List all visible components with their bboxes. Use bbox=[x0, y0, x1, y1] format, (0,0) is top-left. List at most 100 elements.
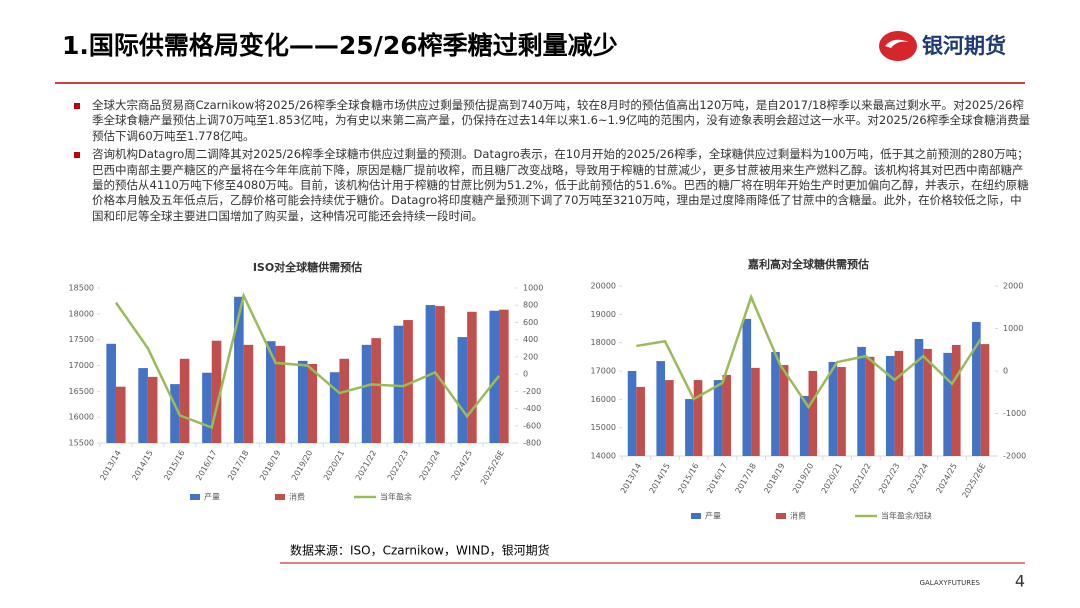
y-tick-label: 17000 bbox=[69, 361, 94, 370]
x-tick-label: 2019/20 bbox=[791, 462, 815, 495]
bar bbox=[943, 352, 952, 456]
footer-brand: GALAXYFUTURES bbox=[920, 579, 981, 587]
y-tick-label: 14000 bbox=[591, 452, 616, 461]
legend-label: 消费 bbox=[790, 511, 806, 521]
x-tick-label: 2018/19 bbox=[258, 449, 282, 482]
bar bbox=[147, 376, 158, 443]
bar bbox=[339, 358, 349, 443]
bar bbox=[243, 344, 254, 443]
bar bbox=[656, 361, 666, 456]
x-tick-label: 2017/18 bbox=[226, 449, 250, 482]
y-tick-label: 15500 bbox=[69, 439, 94, 448]
bar bbox=[923, 348, 932, 456]
bar bbox=[115, 386, 126, 443]
x-tick-label: 2024/25 bbox=[934, 462, 958, 495]
bar bbox=[138, 368, 148, 443]
bar bbox=[636, 386, 645, 456]
x-tick-label: 2016/17 bbox=[194, 449, 218, 482]
bar bbox=[799, 395, 809, 456]
x-tick-label: 2021/22 bbox=[354, 449, 378, 482]
bar bbox=[894, 350, 904, 456]
x-tick-label: 2020/21 bbox=[820, 462, 844, 495]
legend-swatch bbox=[776, 513, 786, 519]
y-tick-label: 18000 bbox=[591, 338, 616, 347]
bar bbox=[771, 352, 780, 456]
y2-tick-label: 1000 bbox=[523, 284, 543, 293]
bar bbox=[467, 311, 477, 443]
bar bbox=[435, 306, 445, 443]
y2-tick-label: 1000 bbox=[1003, 324, 1023, 333]
y-tick-label: 20000 bbox=[591, 282, 616, 291]
legend-label: 产量 bbox=[204, 492, 220, 502]
y2-tick-label: 0 bbox=[523, 370, 528, 379]
y2-tick-label: -1000 bbox=[1003, 409, 1026, 418]
bullet-list: 全球大宗商品贸易商Czarnikow将2025/26榨季全球食糖市场供应过剩量预… bbox=[72, 98, 1032, 227]
x-tick-label: 2015/16 bbox=[676, 462, 700, 495]
bar bbox=[808, 371, 818, 456]
y-tick-label: 16500 bbox=[69, 387, 94, 396]
logo-swoosh bbox=[885, 39, 909, 48]
bullet: 咨询机构Datagro周二调降其对2025/26榨季全球糖市供应过剩量的预测。D… bbox=[72, 147, 1032, 224]
y2-tick-label: -600 bbox=[523, 421, 541, 430]
bar bbox=[371, 338, 381, 443]
y2-tick-label: 600 bbox=[523, 318, 538, 327]
chart-title: 嘉利高对全球糖供需预估 bbox=[747, 257, 869, 271]
bar bbox=[685, 399, 694, 456]
legend-swatch bbox=[691, 513, 701, 519]
bar bbox=[828, 361, 838, 456]
source-note: 数据来源：ISO，Czarnikow，WIND，银河期货 bbox=[290, 543, 550, 558]
bar bbox=[457, 337, 468, 443]
legend-label: 当年盈余/短缺 bbox=[881, 511, 932, 521]
y-tick-label: 16000 bbox=[591, 395, 616, 404]
bar bbox=[234, 296, 244, 443]
y-tick-label: 16000 bbox=[69, 413, 94, 422]
bar bbox=[857, 346, 866, 456]
x-tick-label: 2022/23 bbox=[386, 449, 410, 482]
bar bbox=[627, 371, 637, 456]
bar bbox=[665, 380, 674, 456]
chart-title: ISO对全球糖供需预估 bbox=[253, 260, 362, 274]
bar bbox=[951, 344, 961, 456]
y2-tick-label: -800 bbox=[523, 439, 541, 448]
logo-text: 银河期货 bbox=[922, 34, 1006, 58]
bullet: 全球大宗商品贸易商Czarnikow将2025/26榨季全球食糖市场供应过剩量预… bbox=[72, 98, 1032, 144]
legend-swatch bbox=[190, 494, 200, 500]
y2-tick-label: -200 bbox=[523, 387, 541, 396]
x-tick-label: 2022/23 bbox=[877, 462, 901, 495]
x-tick-label: 2013/14 bbox=[619, 462, 643, 495]
bar bbox=[329, 372, 340, 443]
x-tick-label: 2023/24 bbox=[906, 462, 930, 495]
bar bbox=[297, 360, 308, 443]
bar bbox=[837, 367, 846, 456]
x-tick-label: 2021/22 bbox=[848, 462, 872, 495]
bar bbox=[489, 310, 500, 443]
legend-label: 产量 bbox=[705, 511, 721, 521]
slide-title: 1.国际供需格局变化——25/26榨季糖过剩量减少 bbox=[62, 31, 618, 60]
y2-tick-label: 2000 bbox=[1003, 282, 1023, 291]
x-tick-label: 2018/19 bbox=[762, 462, 786, 495]
x-tick-label: 2025/26E bbox=[479, 449, 506, 487]
x-tick-label: 2015/16 bbox=[162, 449, 186, 482]
y2-tick-label: 0 bbox=[1003, 367, 1008, 376]
bar bbox=[179, 358, 190, 443]
bar bbox=[211, 340, 222, 443]
chart: 嘉利高对全球糖供需预估 14000 15000 16000 17000 18000 1900… bbox=[591, 257, 1027, 521]
x-tick-label: 2013/14 bbox=[98, 449, 122, 482]
chart: ISO对全球糖供需预估 15500 16000 16500 17000 17500 1800… bbox=[69, 260, 544, 502]
x-tick-label: 2014/15 bbox=[130, 449, 154, 482]
x-tick-label: 2016/17 bbox=[705, 462, 729, 495]
x-tick-label: 2017/18 bbox=[734, 462, 758, 495]
legend-label: 消费 bbox=[289, 492, 305, 502]
bar bbox=[266, 341, 276, 443]
legend-swatch bbox=[275, 494, 285, 500]
bar bbox=[170, 384, 180, 443]
x-tick-label: 2025/26E bbox=[961, 462, 988, 500]
y-tick-label: 17000 bbox=[591, 367, 616, 376]
x-tick-label: 2023/24 bbox=[418, 449, 442, 482]
y2-tick-label: 800 bbox=[523, 301, 538, 310]
bar bbox=[361, 344, 372, 443]
logo-icon bbox=[879, 31, 917, 61]
y-tick-label: 19000 bbox=[591, 310, 616, 319]
